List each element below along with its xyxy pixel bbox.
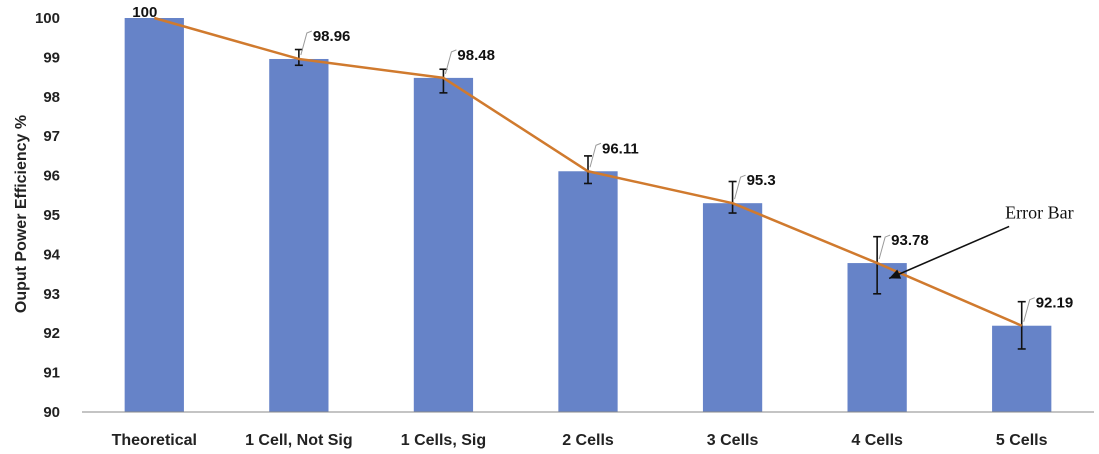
y-tick-label: 92: [43, 325, 60, 342]
y-tick-label: 95: [43, 207, 60, 224]
x-tick-label: 4 Cells: [851, 432, 903, 449]
error-bar: [728, 180, 737, 214]
bars: [124, 18, 1052, 412]
y-tick-label: 94: [43, 246, 60, 263]
bar: [124, 18, 184, 412]
svg-text:95.3: 95.3: [747, 172, 776, 189]
svg-text:96.11: 96.11: [602, 140, 639, 157]
x-tick-label: Theoretical: [112, 432, 197, 449]
error-bar: [873, 235, 882, 295]
bar: [558, 171, 618, 412]
annotation-label: Error Bar: [1005, 202, 1073, 222]
svg-text:98.48: 98.48: [457, 47, 495, 64]
y-tick-label: 100: [35, 10, 60, 27]
svg-text:98.96: 98.96: [313, 28, 351, 45]
data-label: 98.48: [444, 47, 495, 75]
y-tick-label: 91: [43, 365, 60, 382]
bar: [702, 203, 763, 412]
y-tick-label: 99: [43, 49, 60, 66]
error-bar: [439, 68, 448, 94]
arrowhead: [889, 269, 902, 279]
error-bar: [294, 48, 303, 67]
y-axis-title: Ouput Power Efficiency %: [13, 115, 30, 313]
data-label: 100: [132, 4, 157, 21]
data-label: 95.3: [734, 172, 776, 200]
svg-text:100: 100: [132, 4, 157, 21]
x-tick-label: 1 Cells, Sig: [401, 432, 486, 449]
svg-text:93.78: 93.78: [891, 232, 929, 249]
data-label: 93.78: [878, 232, 929, 260]
x-tick-label: 3 Cells: [707, 432, 759, 449]
x-axis: Theoretical 1 Cell, Not Sig 1 Cells, Sig 2 …: [82, 411, 1094, 449]
x-tick-label: 5 Cells: [996, 432, 1048, 449]
trend-line-group: [153, 16, 1023, 327]
y-tick-label: 98: [43, 89, 60, 106]
error-bars: [294, 48, 1026, 350]
data-labels: 100 98.96 98.48 96.11 95.3 93.78 92.19: [132, 4, 1073, 322]
annotations: Error Bar: [888, 202, 1074, 280]
x-tick-label: 2 Cells: [562, 432, 614, 449]
x-tick-label: 1 Cell, Not Sig: [245, 432, 353, 449]
y-tick-label: 93: [43, 286, 60, 303]
y-tick-label: 90: [43, 404, 60, 421]
y-tick-label: 97: [43, 128, 60, 145]
y-tick-label: 96: [43, 168, 60, 185]
bar: [413, 77, 474, 412]
data-label: 98.96: [300, 28, 351, 56]
bar: [269, 58, 329, 412]
data-label: 96.11: [589, 140, 639, 168]
trend-line: [153, 16, 1023, 327]
svg-text:92.19: 92.19: [1036, 295, 1074, 312]
data-label: 92.19: [1023, 295, 1074, 322]
error-bar: [584, 155, 592, 185]
error-bar-annotation: Error Bar: [888, 202, 1074, 280]
y-axis: 90 91 92 93 94 95 96 97 98 99 100: [35, 10, 61, 421]
